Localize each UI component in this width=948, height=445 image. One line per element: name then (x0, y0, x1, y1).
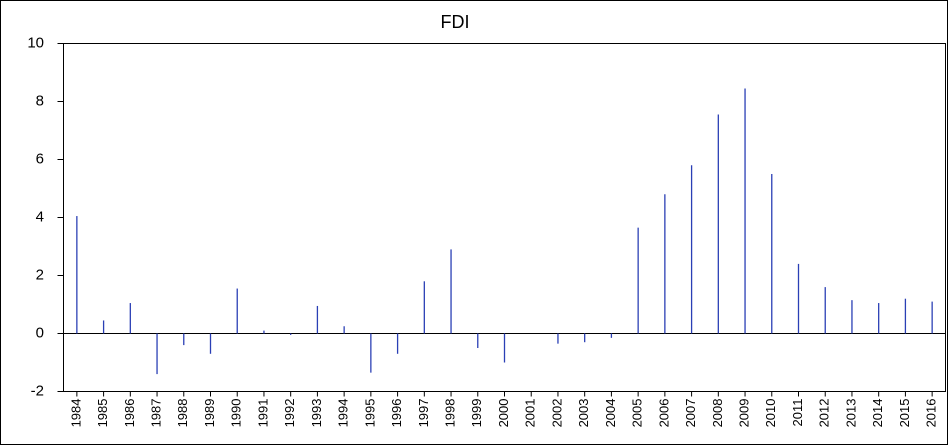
x-tick-label: 1987 (148, 399, 163, 428)
x-tick-label: 1996 (389, 399, 404, 428)
y-tick-label: 6 (36, 150, 44, 167)
x-tick-label: 2007 (683, 399, 698, 428)
x-tick-label: 1992 (282, 399, 297, 428)
x-tick-label: 2015 (897, 399, 912, 428)
x-tick-label: 2005 (630, 399, 645, 428)
x-tick-label: 2006 (656, 399, 671, 428)
x-tick-label: 2001 (523, 399, 538, 428)
x-tick-label: 1998 (442, 399, 457, 428)
y-tick-label: 0 (36, 324, 44, 341)
y-tick-label: 10 (27, 34, 44, 51)
x-tick-label: 2014 (870, 399, 885, 428)
x-tick-label: 1999 (469, 399, 484, 428)
x-tick-label: 1989 (202, 399, 217, 428)
x-tick-label: 1988 (175, 399, 190, 428)
x-tick-label: 1990 (229, 399, 244, 428)
y-tick-label: 8 (36, 92, 44, 109)
y-tick-label: -2 (31, 382, 44, 399)
x-tick-label: 2002 (549, 399, 564, 428)
x-tick-label: 1985 (95, 399, 110, 428)
x-tick-label: 2013 (843, 399, 858, 428)
chart-title: FDI (441, 12, 470, 32)
x-tick-label: 1986 (122, 399, 137, 428)
y-tick-label: 4 (36, 208, 44, 225)
x-tick-label: 2009 (736, 399, 751, 428)
x-tick-label: 1995 (362, 399, 377, 428)
y-tick-label: 2 (36, 266, 44, 283)
x-tick-label: 2012 (817, 399, 832, 428)
x-tick-label: 2016 (924, 399, 939, 428)
x-tick-label: 1993 (309, 399, 324, 428)
x-tick-label: 2000 (496, 399, 511, 428)
x-tick-label: 2010 (763, 399, 778, 428)
x-tick-label: 2008 (710, 399, 725, 428)
x-tick-label: 2003 (576, 399, 591, 428)
x-tick-label: 1984 (68, 399, 83, 428)
x-tick-label: 1991 (255, 399, 270, 428)
x-tick-label: 1994 (336, 399, 351, 428)
x-tick-label: 2004 (603, 399, 618, 428)
x-tick-label: 1997 (416, 399, 431, 428)
x-tick-label: 2011 (790, 399, 805, 427)
